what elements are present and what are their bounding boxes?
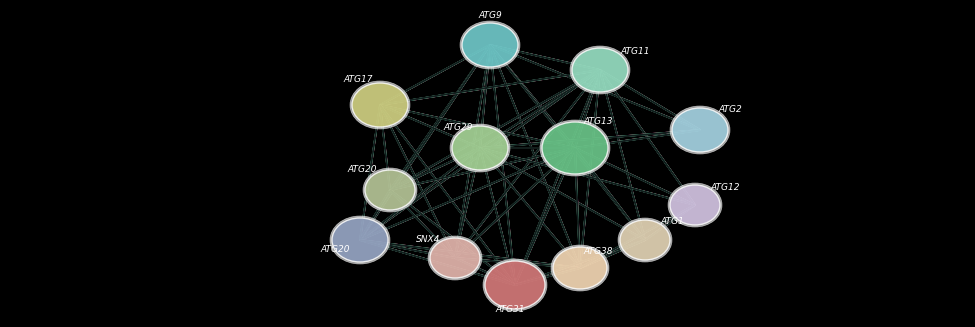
Text: ATG29: ATG29 — [444, 124, 473, 132]
Text: ATG17: ATG17 — [343, 76, 372, 84]
Ellipse shape — [450, 124, 510, 172]
Text: SNX4: SNX4 — [415, 235, 440, 245]
Ellipse shape — [672, 108, 728, 152]
Ellipse shape — [540, 120, 610, 176]
Text: ATG20: ATG20 — [347, 165, 376, 175]
Text: ATG2: ATG2 — [719, 106, 742, 114]
Text: ATG9: ATG9 — [478, 11, 502, 21]
Ellipse shape — [428, 236, 482, 280]
Text: ATG20: ATG20 — [320, 246, 350, 254]
Ellipse shape — [332, 218, 388, 262]
Ellipse shape — [483, 259, 547, 311]
Ellipse shape — [572, 48, 628, 92]
Ellipse shape — [460, 21, 520, 69]
Ellipse shape — [670, 185, 720, 225]
Ellipse shape — [553, 247, 607, 289]
Ellipse shape — [485, 261, 545, 309]
Ellipse shape — [670, 106, 730, 154]
Ellipse shape — [352, 83, 408, 127]
Text: ATG13: ATG13 — [583, 117, 612, 127]
Ellipse shape — [551, 245, 609, 291]
Ellipse shape — [365, 170, 415, 210]
Text: ATG11: ATG11 — [620, 47, 649, 57]
Text: ATG1: ATG1 — [660, 217, 683, 227]
Ellipse shape — [542, 122, 608, 174]
Ellipse shape — [363, 168, 417, 212]
Ellipse shape — [668, 183, 722, 227]
Ellipse shape — [462, 23, 518, 67]
Text: ATG12: ATG12 — [710, 183, 740, 193]
Ellipse shape — [350, 81, 410, 129]
Ellipse shape — [570, 46, 630, 94]
Text: ATG38: ATG38 — [583, 248, 612, 256]
Ellipse shape — [618, 218, 672, 262]
Ellipse shape — [452, 126, 508, 170]
Ellipse shape — [430, 238, 480, 278]
Text: ATG31: ATG31 — [495, 305, 525, 315]
Ellipse shape — [330, 216, 390, 264]
Ellipse shape — [620, 220, 670, 260]
